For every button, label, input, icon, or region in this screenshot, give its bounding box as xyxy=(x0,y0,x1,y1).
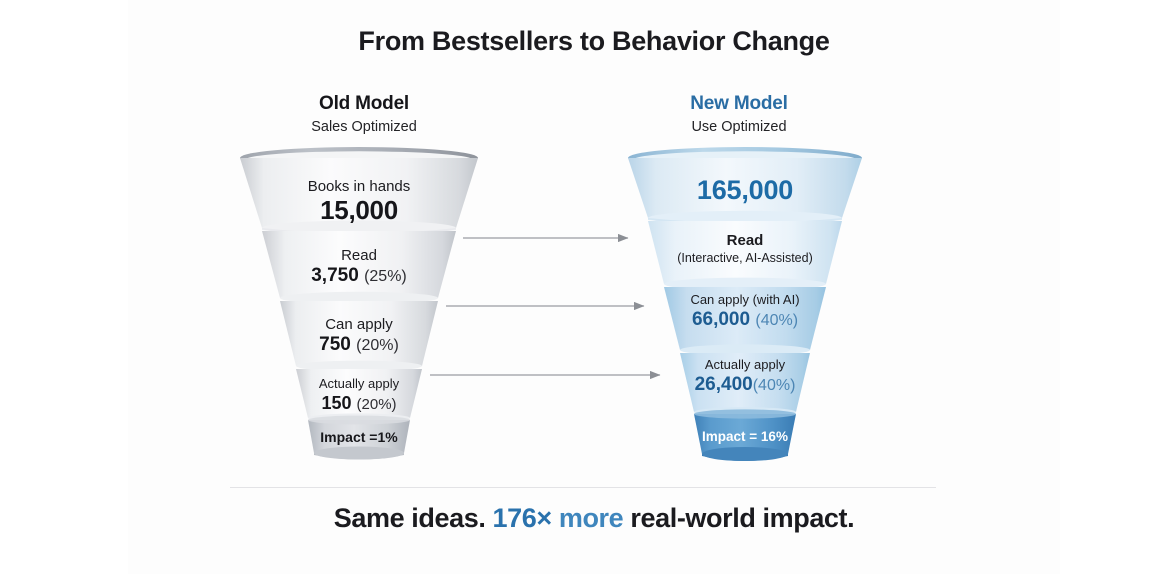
old-model-heading-group: Old Model Sales Optimized xyxy=(214,92,514,137)
old-model-heading: Old Model xyxy=(318,93,410,114)
tagline-part2: more xyxy=(551,503,624,533)
old-funnel-shape xyxy=(240,147,478,460)
old-model-subheading: Sales Optimized xyxy=(311,119,417,135)
page-title: From Bestsellers to Behavior Change xyxy=(358,26,830,56)
new-model-heading-group: New Model Use Optimized xyxy=(589,92,889,137)
old-model-funnel: Books in hands 15,000 Read 3,750 (25%) C… xyxy=(234,146,484,468)
new-funnel-shape xyxy=(628,147,862,461)
tagline-part1: Same ideas. xyxy=(333,503,493,533)
infographic-card: From Bestsellers to Behavior Change Old … xyxy=(128,0,1060,574)
divider xyxy=(230,487,936,488)
tagline: Same ideas. 176× more real-world impact. xyxy=(128,503,1060,534)
tagline-multiplier: 176× xyxy=(492,503,553,533)
connector-arrows xyxy=(430,233,661,380)
tagline-part3: real-world impact. xyxy=(623,503,855,533)
new-model-heading: New Model xyxy=(690,93,788,114)
new-model-subheading: Use Optimized xyxy=(691,119,787,135)
